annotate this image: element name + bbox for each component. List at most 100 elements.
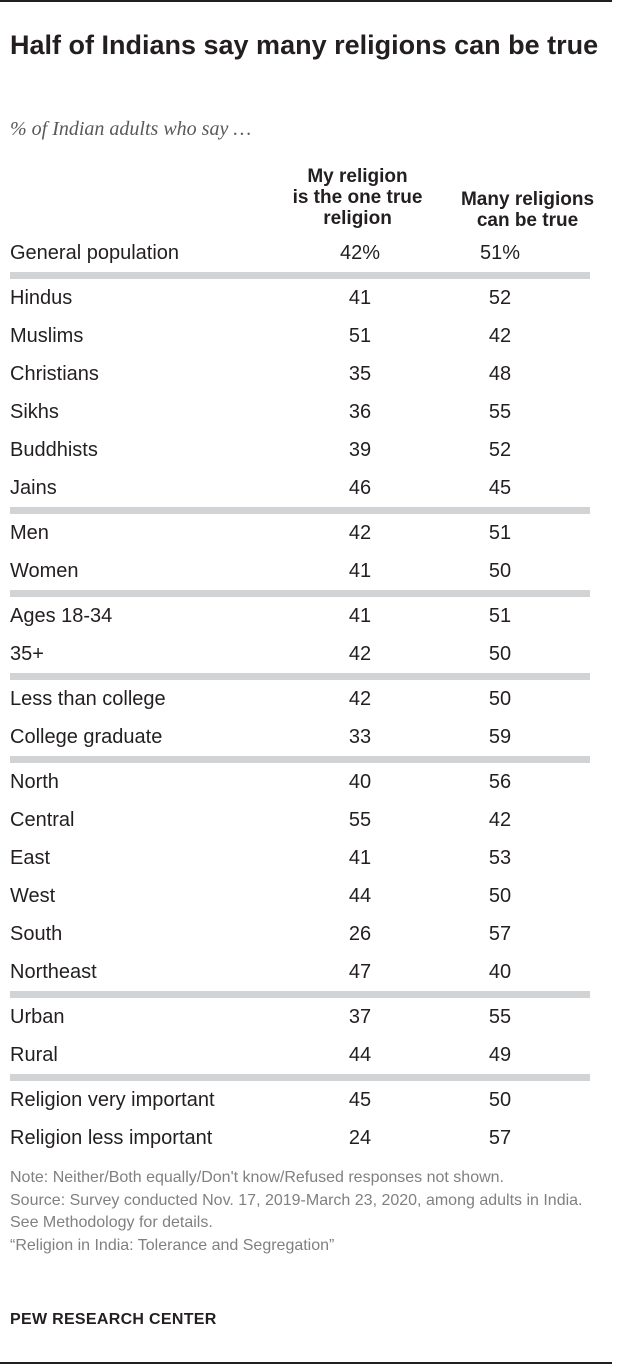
table-row: Sikhs 36 55 xyxy=(10,393,590,431)
row-label: East xyxy=(10,846,51,869)
value-one-true-religion: 51 xyxy=(348,324,372,347)
table-row: College graduate 33 59 xyxy=(10,718,590,763)
column-header-one-true-religion: My religion is the one true religion xyxy=(292,166,423,229)
value-many-religions: 50 xyxy=(410,552,590,597)
row-label: Christians xyxy=(10,362,99,385)
value-many-religions: 57 xyxy=(488,922,512,945)
chart-subtitle: % of Indian adults who say … xyxy=(10,118,252,140)
value-one-true-religion: 41 xyxy=(310,552,410,597)
value-one-true-religion: 44 xyxy=(310,1036,410,1081)
table-row: Northeast 47 40 xyxy=(10,953,590,998)
value-one-true-religion: 24 xyxy=(348,1126,372,1149)
column-header-many-religions: Many religions can be true xyxy=(460,189,595,231)
value-one-true-religion: 45 xyxy=(348,1088,372,1111)
value-one-true-religion: 42 xyxy=(348,687,372,710)
value-one-true-religion: 33 xyxy=(310,718,410,763)
row-label: Central xyxy=(10,808,75,831)
value-many-religions: 52 xyxy=(488,438,512,461)
value-many-religions: 51% xyxy=(410,234,590,279)
value-many-religions: 48 xyxy=(488,362,512,385)
chart-title: Half of Indians say many religions can b… xyxy=(10,30,599,60)
row-label: Northeast xyxy=(10,953,310,998)
value-one-true-religion: 42% xyxy=(310,234,410,279)
value-one-true-religion: 46 xyxy=(310,469,410,514)
table-row: Women 41 50 xyxy=(10,552,590,597)
table-row: West 44 50 xyxy=(10,877,590,915)
value-one-true-religion: 42 xyxy=(310,635,410,680)
table-row: Buddhists 39 52 xyxy=(10,431,590,469)
footer: Note: Neither/Both equally/Don't know/Re… xyxy=(10,1167,600,1257)
row-label: Less than college xyxy=(10,687,166,710)
value-one-true-religion: 39 xyxy=(348,438,372,461)
row-label: Religion very important xyxy=(10,1088,215,1111)
value-many-religions: 52 xyxy=(488,286,512,309)
value-many-religions: 42 xyxy=(488,324,512,347)
row-label: West xyxy=(10,884,56,907)
value-many-religions: 56 xyxy=(488,770,512,793)
top-rule xyxy=(0,0,612,2)
table-row: Less than college 42 50 xyxy=(10,677,590,719)
value-one-true-religion: 44 xyxy=(348,884,372,907)
value-one-true-religion: 35 xyxy=(348,362,372,385)
value-many-religions: 45 xyxy=(410,469,590,514)
value-one-true-religion: 41 xyxy=(348,846,372,869)
row-label: Men xyxy=(10,521,49,544)
row-label: College graduate xyxy=(10,718,310,763)
value-many-religions: 50 xyxy=(488,1088,512,1111)
note-text: Note: Neither/Both equally/Don't know/Re… xyxy=(10,1169,504,1186)
brand-logo-text: PEW RESEARCH CENTER xyxy=(10,1311,217,1328)
table-row: Religion very important 45 50 xyxy=(10,1078,590,1120)
row-label: Muslims xyxy=(10,324,84,347)
table-row: Rural 44 49 xyxy=(10,1036,590,1081)
value-one-true-religion: 26 xyxy=(348,922,372,945)
row-label: Rural xyxy=(10,1036,310,1081)
value-many-religions: 55 xyxy=(488,400,512,423)
table-row: Men 42 51 xyxy=(10,511,590,553)
row-label: South xyxy=(10,922,63,945)
table-row: Religion less important 24 57 xyxy=(10,1119,590,1157)
value-one-true-religion: 41 xyxy=(348,286,372,309)
value-many-religions: 40 xyxy=(410,953,590,998)
value-many-religions: 53 xyxy=(488,846,512,869)
value-many-religions: 55 xyxy=(488,1005,512,1028)
value-many-religions: 50 xyxy=(410,635,590,680)
value-one-true-religion: 36 xyxy=(348,400,372,423)
bottom-rule xyxy=(0,1362,612,1364)
value-one-true-religion: 55 xyxy=(348,808,372,831)
value-many-religions: 50 xyxy=(488,884,512,907)
table-row: Urban 37 55 xyxy=(10,995,590,1037)
table-row: East 41 53 xyxy=(10,839,590,877)
row-label: Religion less important xyxy=(10,1126,213,1149)
value-many-religions: 57 xyxy=(488,1126,512,1149)
value-one-true-religion: 40 xyxy=(348,770,372,793)
row-label: Jains xyxy=(10,469,310,514)
value-many-religions: 51 xyxy=(488,604,512,627)
row-label: 35+ xyxy=(10,635,310,680)
table-row: Hindus 41 52 xyxy=(10,276,590,318)
row-label: Sikhs xyxy=(10,400,59,423)
table-row: South 26 57 xyxy=(10,915,590,953)
row-label: General population xyxy=(10,234,310,279)
row-label: North xyxy=(10,770,59,793)
value-many-religions: 51 xyxy=(488,521,512,544)
source-text: Source: Survey conducted Nov. 17, 2019-M… xyxy=(10,1191,583,1232)
data-table: General population 42% 51% Hindus 41 52 Muslim… xyxy=(10,234,590,1157)
table-row: Central 55 42 xyxy=(10,801,590,839)
value-one-true-religion: 47 xyxy=(310,953,410,998)
table-row: Ages 18-34 41 51 xyxy=(10,594,590,636)
table-row: Jains 46 45 xyxy=(10,469,590,514)
report-title-text: “Religion in India: Tolerance and Segreg… xyxy=(10,1236,335,1254)
value-many-religions: 50 xyxy=(488,687,512,710)
row-label: Women xyxy=(10,552,310,597)
table-row: North 40 56 xyxy=(10,760,590,802)
row-label: Ages 18-34 xyxy=(10,604,113,627)
value-many-religions: 49 xyxy=(410,1036,590,1081)
table-row: Christians 35 48 xyxy=(10,355,590,393)
value-one-true-religion: 41 xyxy=(348,604,372,627)
table-row: Muslims 51 42 xyxy=(10,317,590,355)
row-label: Buddhists xyxy=(10,438,98,461)
row-label: Urban xyxy=(10,1005,65,1028)
table-row: General population 42% 51% xyxy=(10,234,590,279)
value-many-religions: 59 xyxy=(410,718,590,763)
value-many-religions: 42 xyxy=(488,808,512,831)
